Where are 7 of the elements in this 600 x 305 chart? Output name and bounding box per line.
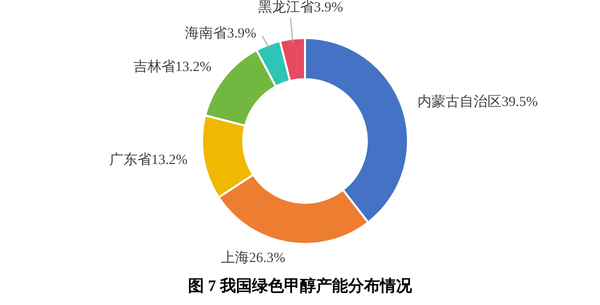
slice-label: 上海26.3%	[221, 250, 286, 266]
text: 图 7 我国绿色甲醇产能分布情况	[187, 276, 413, 297]
slice-label: 海南省3.9%	[185, 26, 257, 42]
slice-label: 黑龙江省3.9%	[258, 0, 344, 16]
slice-label: 广东省13.2%	[109, 152, 188, 168]
slice-label: 内蒙古自治区39.5%	[418, 94, 538, 110]
slice-label: 吉林省13.2%	[133, 59, 212, 76]
